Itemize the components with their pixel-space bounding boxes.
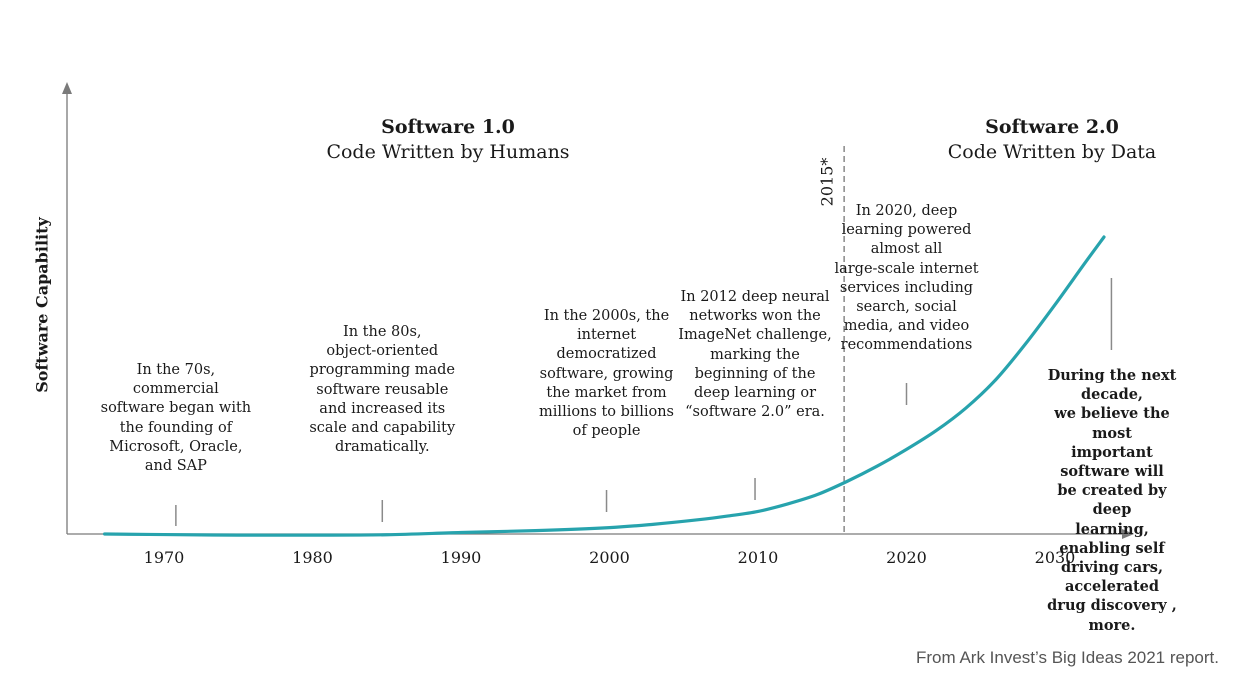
source-note: From Ark Invest’s Big Ideas 2021 report.	[916, 648, 1219, 667]
x-tick-label: 2030	[1034, 548, 1076, 567]
x-tick-label: 2020	[886, 548, 927, 567]
y-axis-arrow	[62, 82, 72, 94]
era-2-subtitle: Code Written by Data	[947, 141, 1157, 163]
series-layer	[103, 235, 1106, 537]
annotation-text: In the 80s, object-oriented programming …	[309, 324, 456, 456]
annotation-text: In 2020, deep learning powered almost al…	[834, 203, 979, 354]
era-1-title: Software 1.0	[381, 116, 515, 138]
era-2-title: Software 2.0	[985, 116, 1119, 138]
annotation-text: In the 2000s, the internet democratized …	[539, 308, 674, 440]
x-tick-label: 2010	[737, 548, 779, 567]
annotation-ticks	[175, 278, 1113, 526]
annotation-text: During the next decade, we believe the m…	[1047, 367, 1177, 634]
x-tick-label: 1970	[143, 548, 185, 567]
x-tick-label: 1990	[440, 548, 482, 567]
era-split-label: 2015*	[817, 157, 837, 207]
x-tick-label: 2000	[589, 548, 630, 567]
era-1-subtitle: Code Written by Humans	[326, 141, 570, 163]
annotation-text: In the 70s, commercial software began wi…	[100, 362, 252, 475]
x-tick-label: 1980	[292, 548, 333, 567]
annotation-text: In 2012 deep neural networks won the Ima…	[678, 289, 832, 421]
series-line	[103, 235, 1106, 537]
x-axis-arrow	[1122, 529, 1134, 539]
y-axis-label: Software Capability	[32, 217, 52, 393]
